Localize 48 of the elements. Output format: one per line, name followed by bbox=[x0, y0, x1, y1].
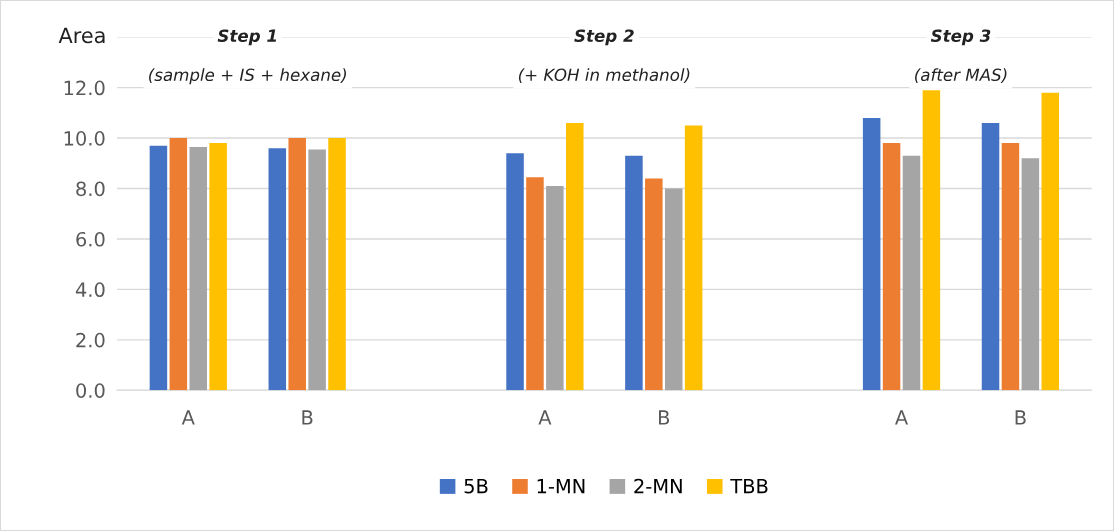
y-tick-label: 6.0 bbox=[76, 231, 105, 247]
legend-label: TBB bbox=[730, 479, 768, 494]
y-tick-label: 0.0 bbox=[76, 383, 105, 398]
bar bbox=[664, 188, 683, 391]
bar bbox=[1001, 143, 1020, 391]
y-tick-label: 8.0 bbox=[76, 181, 105, 197]
bar bbox=[209, 143, 227, 391]
legend-label: 1-MN bbox=[537, 479, 585, 494]
bar bbox=[566, 122, 584, 391]
bar bbox=[268, 148, 287, 391]
bar bbox=[546, 185, 564, 391]
bar bbox=[308, 149, 326, 391]
x-tick-label: A bbox=[538, 410, 552, 425]
bar bbox=[189, 146, 208, 391]
legend-label: 2-MN bbox=[634, 478, 682, 494]
y-axis-title: Area bbox=[58, 27, 105, 44]
annotation: (after MAS) bbox=[915, 68, 1007, 84]
x-tick-label: B bbox=[659, 410, 670, 425]
bar bbox=[684, 125, 703, 391]
bar bbox=[169, 138, 188, 391]
annotation: (+ KOH in methanol) bbox=[518, 68, 690, 84]
bar bbox=[862, 117, 881, 391]
bar bbox=[922, 90, 941, 391]
bar bbox=[625, 155, 643, 391]
legend-label: 5B bbox=[464, 479, 488, 494]
bar bbox=[328, 138, 346, 391]
bar bbox=[882, 143, 901, 391]
x-tick-label: A bbox=[181, 410, 195, 425]
bar bbox=[149, 145, 168, 391]
y-tick-label: 4.0 bbox=[75, 282, 105, 298]
bar bbox=[645, 178, 663, 391]
y-tick-label: 10.0 bbox=[64, 131, 105, 146]
annotation: Step 2 bbox=[574, 29, 634, 46]
y-tick-label: 2.0 bbox=[76, 332, 105, 348]
bar bbox=[902, 155, 921, 391]
bar bbox=[526, 177, 544, 391]
annotation: (sample + IS + hexane) bbox=[149, 68, 346, 85]
bar bbox=[288, 138, 306, 391]
bar bbox=[1021, 158, 1040, 391]
bar bbox=[981, 122, 1000, 391]
y-tick-label: 12.0 bbox=[64, 80, 105, 96]
annotation: Step 1 bbox=[217, 29, 277, 46]
annotation: Step 3 bbox=[930, 29, 991, 46]
bar bbox=[506, 153, 524, 391]
x-tick-label: B bbox=[1015, 410, 1026, 425]
x-tick-label: B bbox=[302, 410, 313, 425]
bar bbox=[1041, 92, 1060, 391]
x-tick-label: A bbox=[895, 410, 909, 425]
